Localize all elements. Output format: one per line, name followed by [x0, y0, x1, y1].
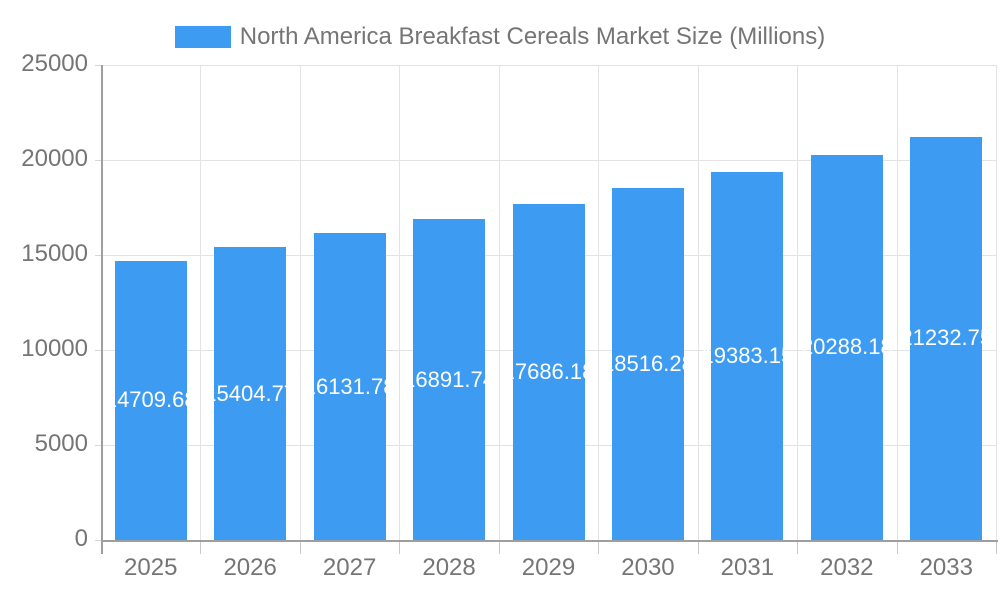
- v-gridline: [797, 65, 799, 540]
- y-axis-label: 0: [74, 525, 88, 553]
- bar-2026[interactable]: [214, 247, 287, 540]
- bar-2028[interactable]: [413, 219, 486, 540]
- x-axis-tick: [598, 542, 600, 554]
- y-axis-label: 20000: [21, 145, 88, 173]
- y-axis-tick: [95, 350, 101, 351]
- x-axis-tick: [996, 542, 997, 554]
- x-axis-tick: [498, 542, 500, 554]
- x-axis-tick: [399, 542, 401, 554]
- bar-value-label: 19383.15: [701, 342, 794, 368]
- v-gridline: [996, 65, 997, 540]
- x-axis-label: 2029: [521, 554, 576, 581]
- v-gridline: [200, 65, 202, 540]
- x-axis-tick: [299, 542, 301, 554]
- x-axis-tick: [797, 542, 799, 554]
- bar-value-label: 20288.18: [800, 334, 893, 360]
- bar-2030[interactable]: [611, 188, 684, 540]
- v-gridline: [498, 65, 500, 540]
- v-gridline: [697, 65, 699, 540]
- y-axis-tick: [95, 255, 101, 256]
- y-axis-tick: [95, 65, 101, 66]
- x-axis-line: [101, 540, 998, 542]
- bar-value-label: 15404.77: [204, 380, 297, 406]
- y-axis-label: 15000: [21, 240, 88, 268]
- bar-value-label: 18516.28: [602, 351, 694, 377]
- bar-2032[interactable]: [810, 154, 883, 540]
- bar-2025[interactable]: [114, 260, 187, 540]
- h-gridline: [103, 65, 996, 66]
- y-axis-tick: [95, 445, 101, 446]
- bar-2033[interactable]: [910, 136, 983, 540]
- v-gridline: [598, 65, 600, 540]
- legend[interactable]: North America Breakfast Cereals Market S…: [0, 23, 1000, 51]
- x-axis-label: 2032: [820, 554, 874, 581]
- y-axis-label: 5000: [34, 430, 88, 458]
- y-axis-tick: [95, 540, 101, 541]
- h-gridline: [103, 160, 996, 161]
- bar-2029[interactable]: [512, 203, 585, 540]
- x-axis-label: 2030: [621, 554, 675, 581]
- x-axis-label: 2027: [322, 554, 377, 581]
- x-axis-tick: [697, 542, 699, 554]
- x-axis-label: 2031: [720, 554, 775, 581]
- x-axis-tick: [896, 542, 898, 554]
- x-axis-label: 2033: [919, 554, 973, 581]
- y-axis-label: 10000: [21, 335, 88, 363]
- v-gridline: [399, 65, 401, 540]
- bar-value-label: 14709.68: [104, 387, 197, 413]
- legend-swatch: [174, 26, 231, 48]
- bar-2027[interactable]: [313, 233, 386, 540]
- x-axis-tick: [200, 542, 202, 554]
- legend-label: North America Breakfast Cereals Market S…: [239, 23, 826, 50]
- bar-value-label: 17686.18: [502, 358, 595, 384]
- bar-value-label: 16891.74: [403, 366, 495, 392]
- y-axis-line: [101, 65, 103, 554]
- y-axis-label: 25000: [21, 50, 88, 78]
- x-axis-label: 2025: [124, 554, 178, 581]
- bar-value-label: 21232.75: [900, 325, 993, 351]
- v-gridline: [299, 65, 301, 540]
- bar-value-label: 16131.78: [303, 373, 396, 399]
- v-gridline: [896, 65, 898, 540]
- x-axis-label: 2028: [422, 554, 476, 581]
- x-axis-label: 2026: [223, 554, 277, 581]
- y-axis-tick: [95, 160, 101, 161]
- bar-2031[interactable]: [711, 171, 784, 540]
